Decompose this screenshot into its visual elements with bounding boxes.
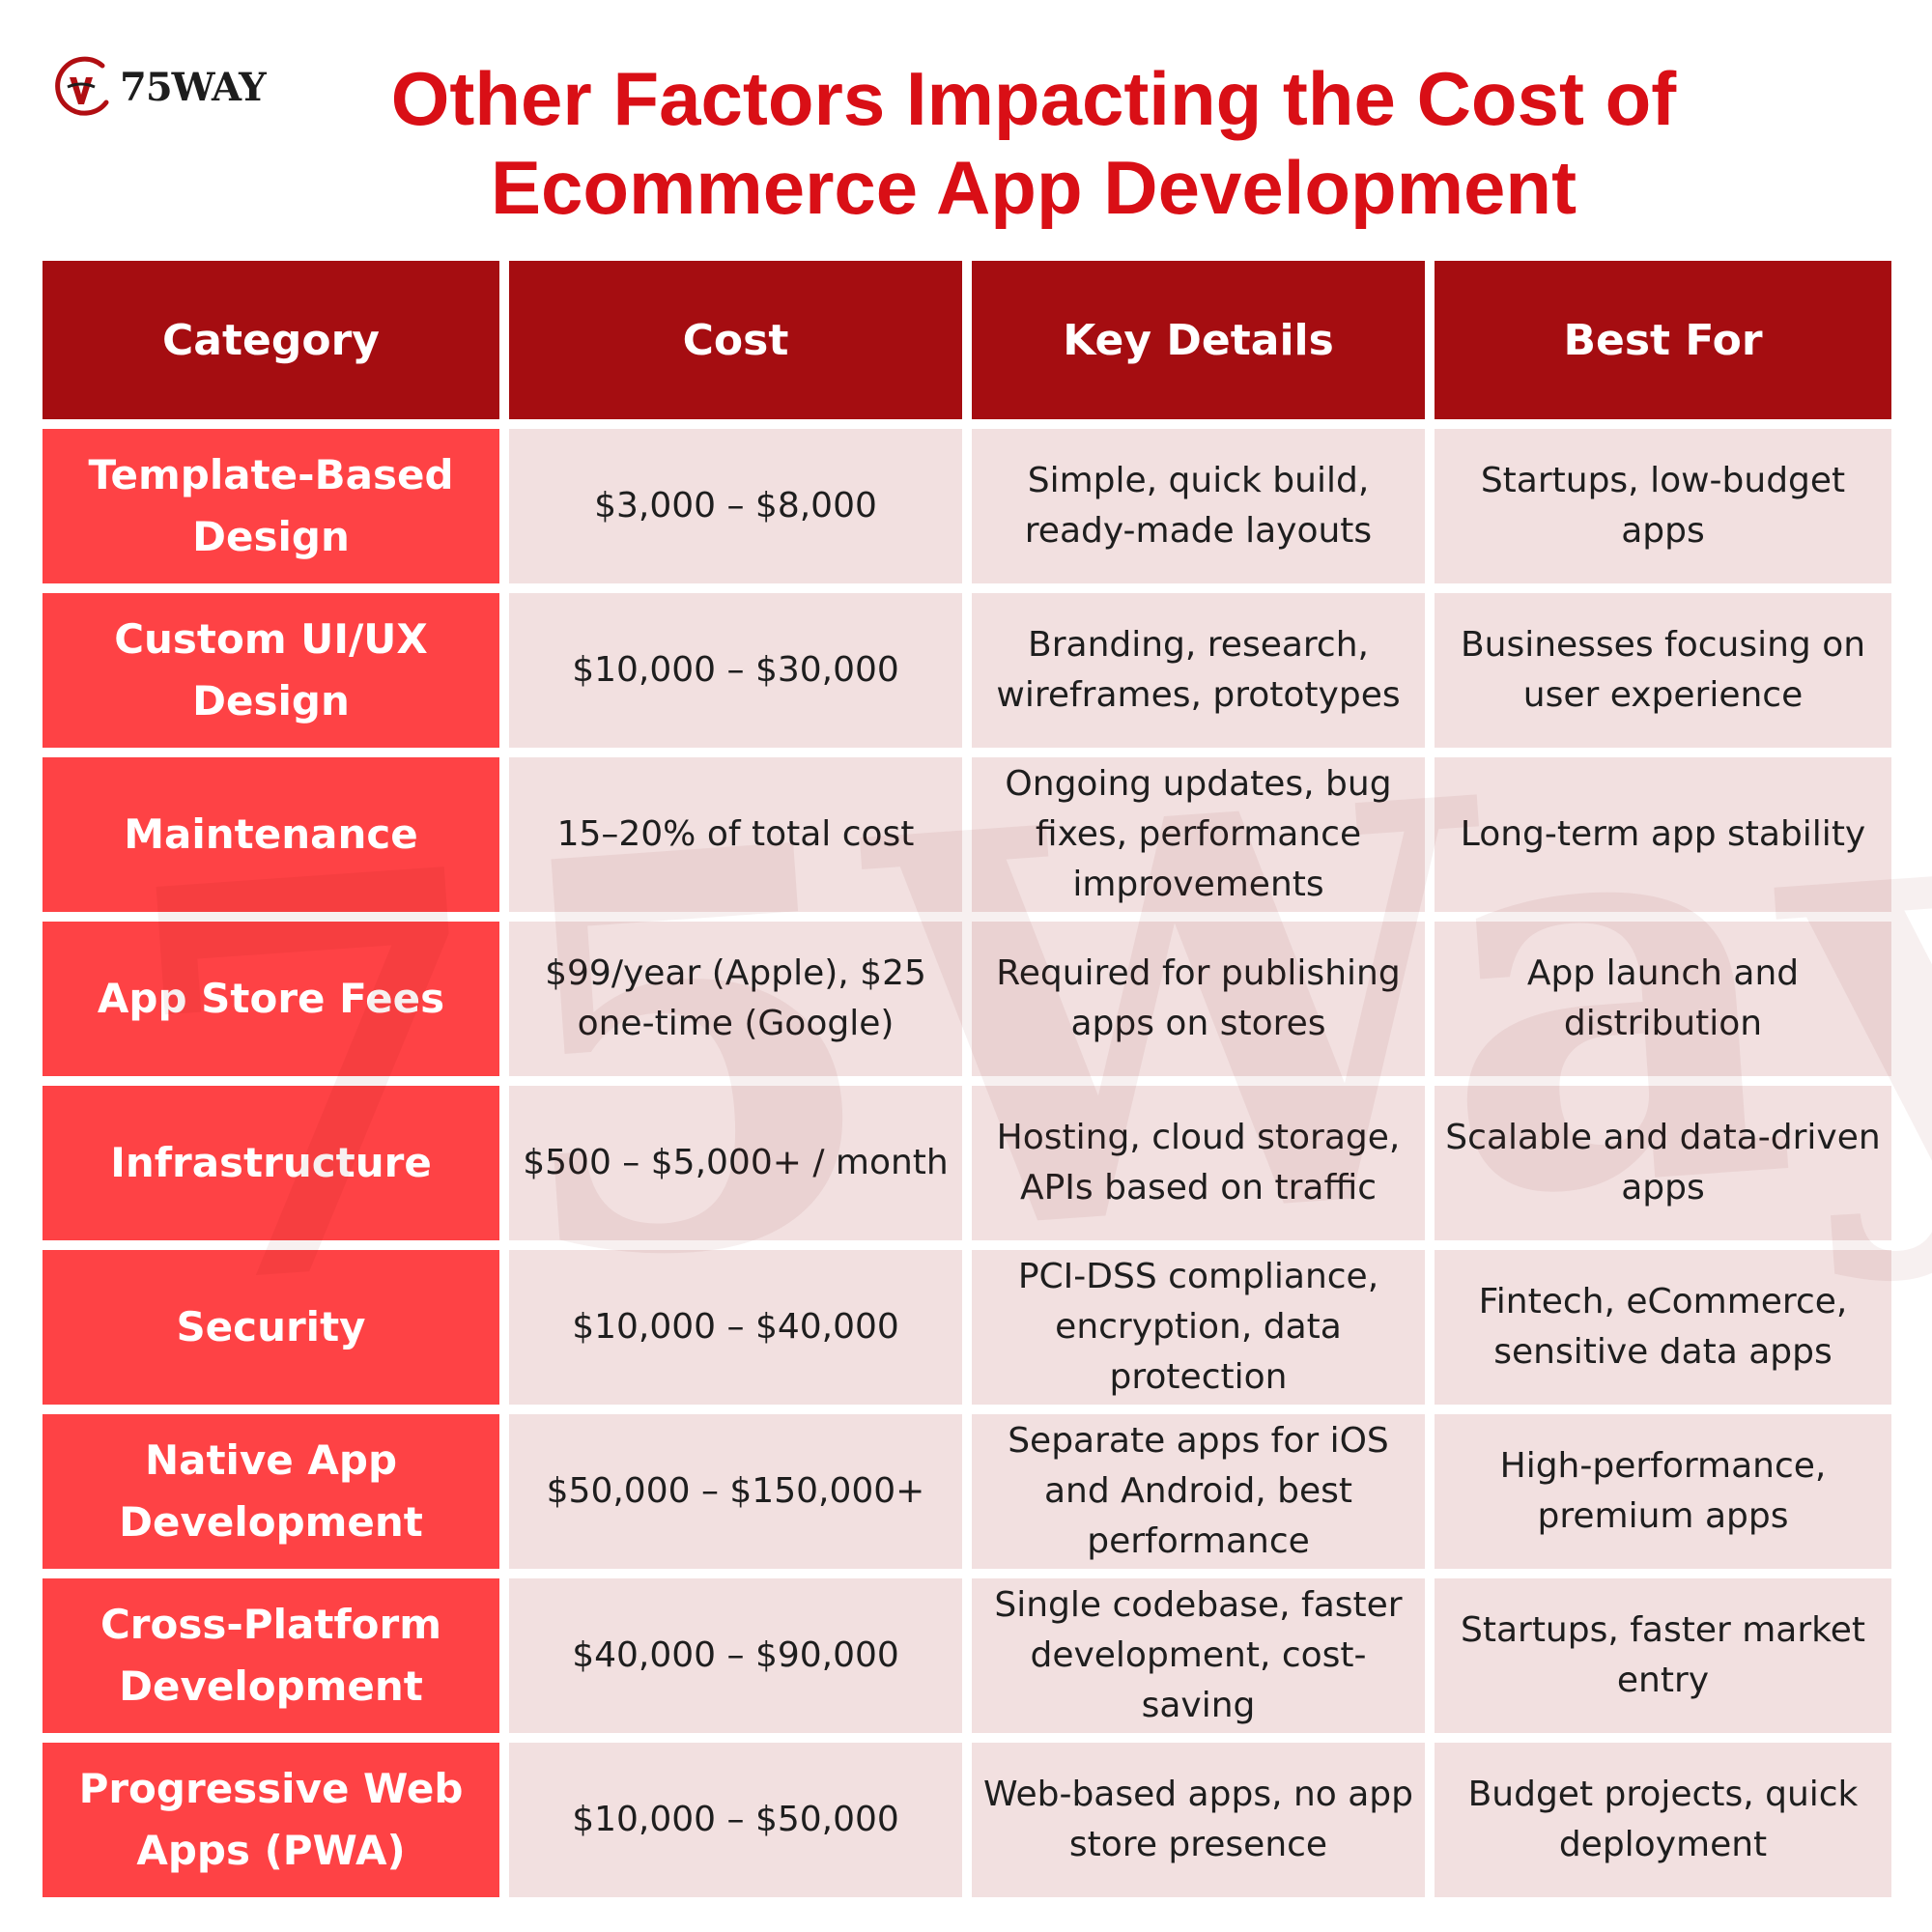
cost-cell: $3,000 – $8,000 (509, 429, 962, 583)
best-for-cell: Fintech, eCommerce, sensitive data apps (1435, 1250, 1891, 1405)
details-cell: Hosting, cloud storage, APIs based on tr… (972, 1086, 1425, 1240)
page-title-line-1: Other Factors Impacting the Cost of (390, 56, 1677, 141)
cost-cell: $10,000 – $40,000 (509, 1250, 962, 1405)
page-title-line-2: Ecommerce App Development (490, 145, 1577, 230)
category-cell: Cross-Platform Development (43, 1578, 499, 1733)
best-for-cell: Scalable and data-driven apps (1435, 1086, 1891, 1240)
best-for-cell: Budget projects, quick deployment (1435, 1743, 1891, 1897)
category-cell: Security (43, 1250, 499, 1405)
category-cell: Progressive Web Apps (PWA) (43, 1743, 499, 1897)
header-key-details: Key Details (972, 261, 1425, 419)
cost-cell: $99/year (Apple), $25 one-time (Google) (509, 922, 962, 1076)
best-for-cell: Businesses focusing on user experience (1435, 593, 1891, 748)
category-cell: Native App Development (43, 1414, 499, 1569)
header-best-for: Best For (1435, 261, 1891, 419)
category-cell: Infrastructure (43, 1086, 499, 1240)
header-cost: Cost (509, 261, 962, 419)
details-cell: Separate apps for iOS and Android, best … (972, 1414, 1425, 1569)
page-title: Other Factors Impacting the Cost of Ecom… (290, 54, 1777, 232)
cost-cell: $40,000 – $90,000 (509, 1578, 962, 1733)
details-cell: Required for publishing apps on stores (972, 922, 1425, 1076)
cost-cell: 15–20% of total cost (509, 757, 962, 912)
details-cell: Single codebase, faster development, cos… (972, 1578, 1425, 1733)
brand-logo: 75WAY (46, 48, 269, 126)
category-cell: Custom UI/UX Design (43, 593, 499, 748)
best-for-cell: Startups, low-budget apps (1435, 429, 1891, 583)
category-cell: Maintenance (43, 757, 499, 912)
category-cell: Template-Based Design (43, 429, 499, 583)
cost-cell: $10,000 – $30,000 (509, 593, 962, 748)
cost-cell: $10,000 – $50,000 (509, 1743, 962, 1897)
75way-logo-icon (55, 56, 109, 116)
logo-text: 75WAY (120, 64, 267, 110)
details-cell: Branding, research, wireframes, prototyp… (972, 593, 1425, 748)
details-cell: Simple, quick build, ready-made layouts (972, 429, 1425, 583)
details-cell: PCI-DSS compliance, encryption, data pro… (972, 1250, 1425, 1405)
best-for-cell: Long-term app stability (1435, 757, 1891, 912)
cost-cell: $50,000 – $150,000+ (509, 1414, 962, 1569)
best-for-cell: High-performance, premium apps (1435, 1414, 1891, 1569)
details-cell: Ongoing updates, bug fixes, performance … (972, 757, 1425, 912)
best-for-cell: App launch and distribution (1435, 922, 1891, 1076)
header-category: Category (43, 261, 499, 419)
category-cell: App Store Fees (43, 922, 499, 1076)
details-cell: Web-based apps, no app store presence (972, 1743, 1425, 1897)
best-for-cell: Startups, faster market entry (1435, 1578, 1891, 1733)
cost-factors-table: Category Cost Key Details Best For Templ… (43, 261, 1892, 1897)
cost-cell: $500 – $5,000+ / month (509, 1086, 962, 1240)
